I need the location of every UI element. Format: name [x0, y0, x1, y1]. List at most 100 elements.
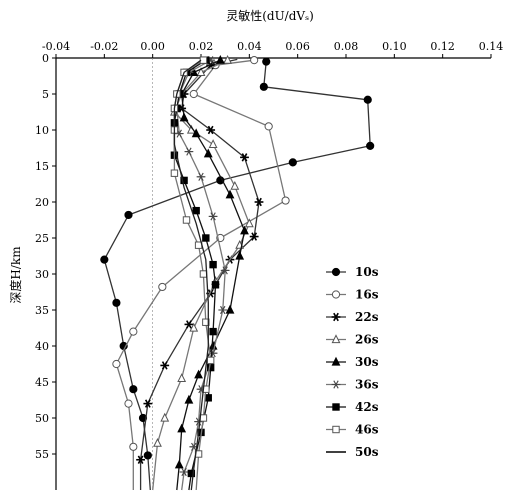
- data-point-26s: [177, 373, 187, 382]
- data-point-30s: [203, 148, 213, 158]
- data-point-22s: [249, 232, 259, 241]
- series-line-10s: [103, 61, 371, 491]
- data-point-22s: [136, 455, 145, 464]
- data-point-30s: [174, 459, 184, 469]
- data-point-42s: [192, 206, 200, 215]
- data-point-46s: [206, 356, 215, 365]
- data-point-30s: [235, 250, 245, 260]
- y-tick-label: 35: [35, 304, 49, 317]
- data-point-16s: [281, 196, 290, 205]
- legend-marker: [331, 334, 341, 344]
- data-point-36s: [220, 266, 230, 275]
- legend-item-46s: 46s: [326, 423, 379, 437]
- data-point-16s: [250, 56, 259, 65]
- series-line-42s: [173, 59, 217, 491]
- x-tick-label: 0.14: [479, 40, 504, 53]
- data-point-26s: [208, 139, 218, 148]
- x-tick-label: 0.06: [285, 40, 310, 53]
- data-point-10s: [363, 95, 372, 104]
- x-tick-label: 0.08: [334, 40, 359, 53]
- data-point-42s: [206, 363, 215, 372]
- data-point-10s: [366, 141, 375, 150]
- x-tick-label: 0.00: [140, 40, 165, 53]
- series-line-50s: [173, 59, 209, 491]
- data-point-30s: [184, 394, 194, 404]
- data-point-46s: [199, 56, 208, 64]
- data-point-30s: [179, 112, 189, 122]
- y-tick-label: 45: [35, 376, 49, 389]
- data-point-16s: [124, 399, 133, 408]
- legend-marker: [331, 380, 341, 389]
- data-point-46s: [182, 216, 191, 224]
- data-point-46s: [202, 385, 210, 393]
- legend-item-26s: 26s: [326, 333, 379, 347]
- series-line-16s: [115, 59, 287, 490]
- data-point-22s: [160, 361, 170, 370]
- data-point-30s: [225, 304, 235, 314]
- data-point-10s: [259, 82, 268, 91]
- data-point-30s: [177, 423, 187, 433]
- data-point-30s: [191, 128, 201, 138]
- data-point-42s: [202, 234, 210, 242]
- legend-marker: [332, 425, 340, 434]
- y-tick-label: 15: [35, 160, 49, 173]
- legend-marker: [331, 267, 341, 277]
- data-point-42s: [204, 394, 212, 402]
- legend-item-16s: 16s: [326, 288, 379, 302]
- data-point-26s: [189, 322, 199, 332]
- data-point-26s: [196, 67, 206, 76]
- y-tick-label: 30: [35, 268, 49, 281]
- y-tick-label: 50: [35, 412, 49, 425]
- legend: 10s 16s 22s 26s 30s 36s 42s 46s 50s: [326, 265, 379, 459]
- legend-item-10s: 10s: [326, 265, 379, 279]
- x-tick-label: 0.12: [430, 40, 455, 53]
- data-point-26s: [160, 412, 170, 422]
- data-point-16s: [112, 359, 121, 369]
- data-point-30s: [240, 225, 249, 235]
- legend-label: 22s: [355, 310, 379, 324]
- legend-item-30s: 30s: [326, 355, 379, 369]
- legend-item-42s: 42s: [326, 400, 379, 414]
- legend-label: 26s: [355, 333, 379, 347]
- data-point-26s: [153, 437, 162, 447]
- x-axis-title: 灵敏性(dU/dVₛ): [226, 8, 314, 23]
- data-point-46s: [170, 169, 179, 177]
- y-tick-label: 20: [35, 196, 49, 209]
- data-point-10s: [112, 298, 121, 307]
- legend-item-22s: 22s: [326, 310, 379, 324]
- data-point-16s: [129, 442, 138, 451]
- series-line-30s: [176, 59, 246, 491]
- y-tick-label: 10: [35, 124, 49, 137]
- data-point-26s: [223, 54, 232, 64]
- legend-marker: [332, 403, 340, 411]
- data-point-36s: [196, 172, 206, 181]
- data-point-16s: [158, 282, 167, 292]
- data-point-42s: [211, 281, 220, 289]
- data-point-10s: [100, 255, 109, 264]
- y-axis-title: 深度H/km: [8, 246, 23, 304]
- data-point-36s: [179, 467, 189, 477]
- legend-marker: [331, 356, 341, 366]
- y-tick-label: 5: [42, 88, 49, 101]
- plot-area: -0.04 -0.02 0.00 0.02 0.04 0.06 0.08 0.10 0.12 0.…: [35, 40, 504, 491]
- data-point-26s: [244, 218, 254, 228]
- data-point-30s: [215, 54, 225, 64]
- x-tick-label: 0.04: [237, 40, 262, 53]
- data-point-10s: [143, 451, 152, 460]
- legend-label: 36s: [355, 378, 379, 392]
- legend-item-36s: 36s: [326, 378, 379, 392]
- legend-marker: [331, 312, 341, 322]
- legend-label: 50s: [355, 445, 379, 459]
- y-tick-label: 55: [35, 448, 49, 461]
- legend-label: 30s: [355, 355, 379, 369]
- data-point-30s: [194, 369, 203, 379]
- data-point-22s: [254, 197, 264, 207]
- data-point-22s: [143, 399, 153, 408]
- data-point-22s: [206, 125, 216, 135]
- x-tick-label: 0.10: [382, 40, 407, 53]
- legend-label: 10s: [355, 265, 379, 279]
- data-point-42s: [209, 327, 217, 336]
- data-point-10s: [262, 57, 271, 66]
- legend-marker: [331, 290, 341, 299]
- x-tick-label: -0.04: [42, 40, 70, 53]
